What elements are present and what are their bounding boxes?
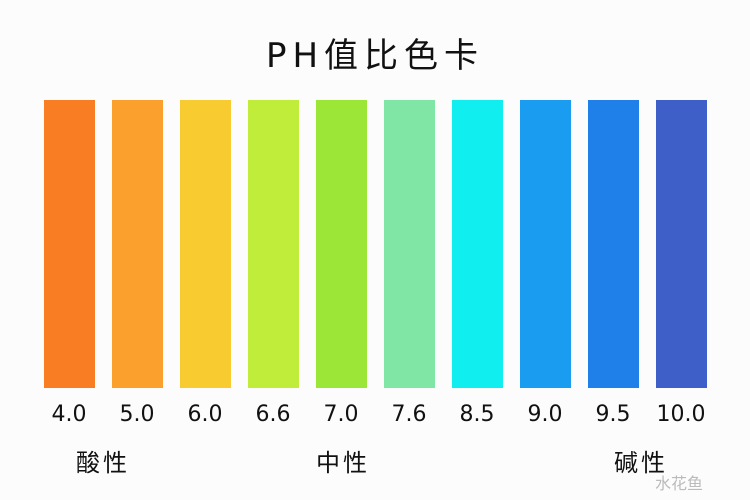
ph-value-label: 10.0 xyxy=(656,402,706,427)
color-swatch-7.6 xyxy=(384,100,435,388)
label-neutral: 中性 xyxy=(316,449,370,477)
ph-value-label: 7.0 xyxy=(323,402,359,427)
color-swatch-9.0 xyxy=(520,100,571,388)
watermark: 水花鱼 xyxy=(655,474,704,493)
color-swatch-7.0 xyxy=(316,100,367,388)
ph-value-label: 4.0 xyxy=(51,402,87,427)
label-alkaline: 碱性 xyxy=(614,449,668,477)
label-acidic: 酸性 xyxy=(76,449,130,477)
color-swatch-8.5 xyxy=(452,100,503,388)
chart-title: PH值比色卡 xyxy=(265,36,485,76)
ph-value-label: 9.0 xyxy=(527,402,563,427)
color-swatch-6.0 xyxy=(180,100,231,388)
color-swatch-5.0 xyxy=(112,100,163,388)
color-swatch-10.0 xyxy=(656,100,707,388)
ph-value-label: 6.6 xyxy=(255,402,291,427)
ph-value-label: 6.0 xyxy=(187,402,223,427)
ph-value-label: 9.5 xyxy=(595,402,631,427)
ph-value-label: 8.5 xyxy=(459,402,495,427)
color-swatch-6.6 xyxy=(248,100,299,388)
ph-value-label: 7.6 xyxy=(391,402,427,427)
color-swatch-4.0 xyxy=(44,100,95,388)
color-swatch-9.5 xyxy=(588,100,639,388)
ph-value-label: 5.0 xyxy=(119,402,155,427)
